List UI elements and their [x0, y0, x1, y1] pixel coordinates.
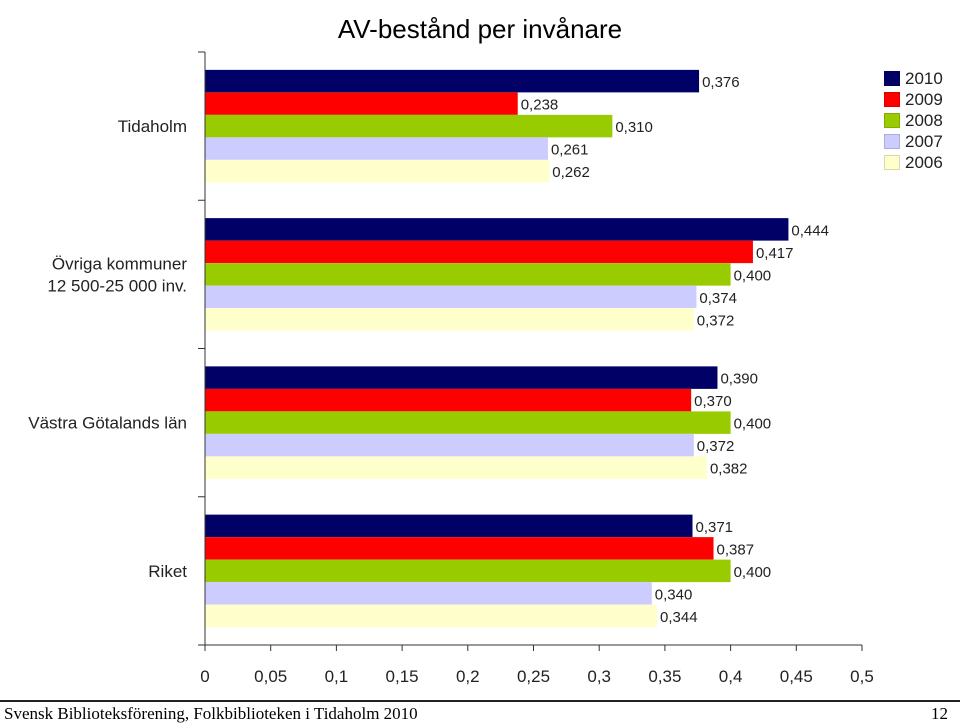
legend-item-2006: 2006 [884, 152, 943, 173]
bar-2007-1 [205, 285, 697, 309]
legend-swatch [884, 113, 900, 128]
bar-2007-0 [205, 137, 548, 160]
bar-2009-2 [205, 388, 692, 412]
data-label: 0,371 [695, 519, 733, 536]
x-tick-label: 0,5 [850, 667, 874, 686]
data-label: 0,340 [655, 586, 693, 603]
category-label: 12 500-25 000 inv. [47, 276, 187, 295]
category-label: Övriga kommuner [52, 254, 187, 273]
bar-2008-0 [205, 114, 613, 138]
x-tick-label: 0,35 [648, 667, 681, 686]
x-tick-label: 0 [200, 667, 209, 686]
bar-2009-3 [205, 537, 714, 560]
bar-2007-2 [205, 433, 694, 457]
footer-source: Svensk Biblioteksförening, Folkbibliotek… [4, 704, 418, 723]
page-number: 12 [931, 704, 948, 723]
category-label: Västra Götalands län [28, 414, 187, 433]
bar-2006-2 [205, 456, 707, 479]
x-tick-label: 0,05 [254, 667, 287, 686]
bar-2009-0 [205, 92, 518, 115]
bar-2006-1 [205, 308, 694, 331]
bar-2009-1 [205, 240, 753, 264]
x-tick-label: 0,15 [386, 667, 419, 686]
data-label: 0,372 [697, 438, 735, 455]
data-label: 0,382 [710, 461, 748, 478]
data-label: 0,262 [552, 164, 590, 181]
bar-2007-3 [205, 582, 652, 605]
chart-title: AV-bestånd per invånare [337, 14, 623, 44]
legend-swatch [884, 71, 900, 86]
data-label: 0,376 [702, 74, 740, 91]
data-label: 0,310 [615, 119, 653, 136]
data-label: 0,400 [734, 564, 772, 581]
legend-swatch [884, 134, 900, 149]
legend-swatch [884, 155, 900, 170]
bar-2010-0 [205, 69, 700, 93]
data-label: 0,390 [720, 371, 758, 388]
data-label: 0,344 [660, 609, 698, 626]
data-label: 0,372 [697, 312, 735, 329]
x-tick-label: 0,3 [587, 667, 611, 686]
category-label: Tidaholm [118, 117, 187, 136]
x-tick-label: 0,1 [325, 667, 349, 686]
legend-item-2010: 2010 [884, 68, 943, 89]
data-label: 0,387 [717, 541, 755, 558]
bar-chart: 0,376 0,238 0,310 0,261 0,262 Tidaholm 0,444 0,… [28, 51, 874, 686]
data-label: 0,238 [521, 97, 559, 114]
legend-label: 2010 [905, 68, 943, 88]
bar-2006-0 [205, 159, 550, 183]
x-tick-label: 0,45 [780, 667, 813, 686]
data-label: 0,444 [791, 222, 829, 239]
legend-label: 2006 [905, 152, 943, 172]
legend-label: 2008 [905, 110, 943, 130]
data-label: 0,261 [551, 142, 589, 159]
legend-label: 2007 [905, 131, 943, 151]
bar-2010-2 [205, 366, 718, 389]
bar-2008-1 [205, 263, 731, 286]
legend-swatch [884, 92, 900, 107]
chart-legend: 2010 2009 2008 2007 2006 [884, 68, 943, 173]
bar-2010-1 [205, 218, 789, 241]
data-label: 0,400 [734, 416, 772, 433]
data-label: 0,374 [699, 290, 737, 307]
legend-item-2007: 2007 [884, 131, 943, 152]
x-tick-label: 0,4 [719, 667, 743, 686]
bar-2010-3 [205, 514, 693, 538]
footer-divider [0, 700, 960, 702]
x-tick-label: 0,25 [517, 667, 550, 686]
bar-2006-3 [205, 604, 658, 628]
data-label: 0,400 [734, 267, 772, 284]
category-label: Riket [148, 562, 187, 581]
legend-item-2009: 2009 [884, 89, 943, 110]
legend-item-2008: 2008 [884, 110, 943, 131]
data-label: 0,417 [756, 245, 794, 262]
legend-label: 2009 [905, 89, 943, 109]
bar-2008-3 [205, 559, 731, 583]
bar-2008-2 [205, 411, 731, 434]
data-label: 0,370 [694, 393, 732, 410]
x-tick-label: 0,2 [456, 667, 480, 686]
